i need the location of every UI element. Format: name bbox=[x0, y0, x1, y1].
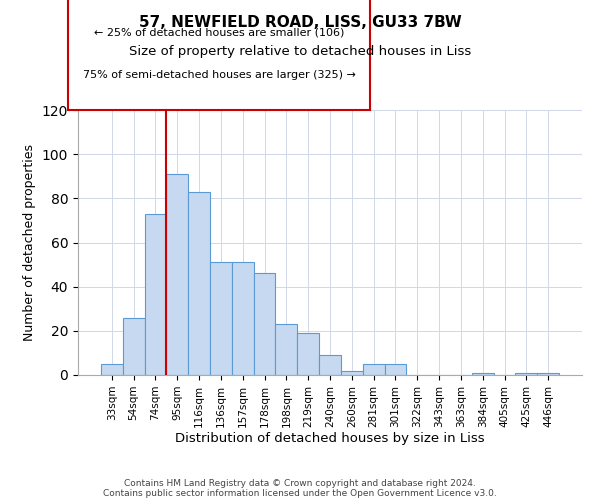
Bar bbox=[188, 192, 210, 375]
Bar bbox=[145, 214, 166, 375]
Bar bbox=[275, 324, 297, 375]
Bar bbox=[341, 370, 363, 375]
Text: ← 25% of detached houses are smaller (106): ← 25% of detached houses are smaller (10… bbox=[94, 28, 344, 38]
FancyBboxPatch shape bbox=[68, 0, 370, 110]
Bar bbox=[385, 364, 406, 375]
Bar bbox=[319, 355, 341, 375]
Bar bbox=[254, 274, 275, 375]
Text: Contains public sector information licensed under the Open Government Licence v3: Contains public sector information licen… bbox=[103, 488, 497, 498]
Bar bbox=[537, 373, 559, 375]
Bar bbox=[363, 364, 385, 375]
Text: Contains HM Land Registry data © Crown copyright and database right 2024.: Contains HM Land Registry data © Crown c… bbox=[124, 478, 476, 488]
Text: 75% of semi-detached houses are larger (325) →: 75% of semi-detached houses are larger (… bbox=[83, 70, 356, 80]
Bar bbox=[101, 364, 123, 375]
Bar bbox=[232, 262, 254, 375]
Bar bbox=[210, 262, 232, 375]
X-axis label: Distribution of detached houses by size in Liss: Distribution of detached houses by size … bbox=[175, 432, 485, 446]
Bar bbox=[297, 333, 319, 375]
Bar bbox=[123, 318, 145, 375]
Text: Size of property relative to detached houses in Liss: Size of property relative to detached ho… bbox=[129, 45, 471, 58]
Bar bbox=[166, 174, 188, 375]
Bar bbox=[472, 373, 494, 375]
Text: 57, NEWFIELD ROAD, LISS, GU33 7BW: 57, NEWFIELD ROAD, LISS, GU33 7BW bbox=[139, 15, 461, 30]
Y-axis label: Number of detached properties: Number of detached properties bbox=[23, 144, 37, 341]
Bar bbox=[515, 373, 537, 375]
